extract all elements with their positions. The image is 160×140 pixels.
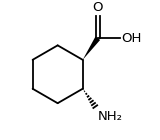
Text: OH: OH — [121, 32, 141, 45]
Text: NH₂: NH₂ — [98, 110, 123, 123]
Polygon shape — [83, 37, 100, 60]
Text: O: O — [92, 1, 103, 14]
